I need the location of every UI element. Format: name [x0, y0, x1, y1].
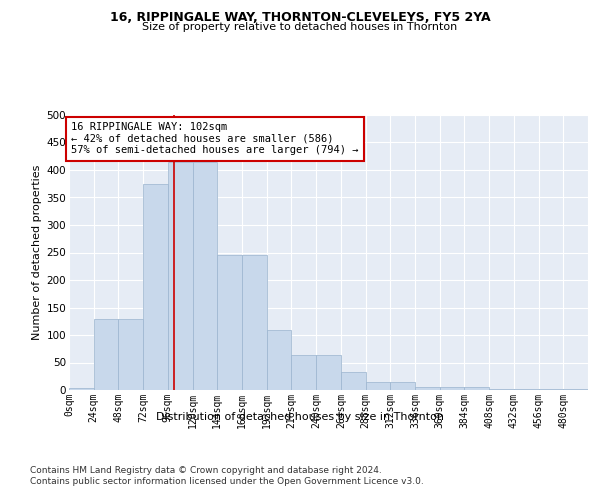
Bar	[341, 372, 365, 390]
Bar	[440, 387, 464, 390]
Text: Size of property relative to detached houses in Thornton: Size of property relative to detached ho…	[142, 22, 458, 32]
Bar	[267, 330, 292, 390]
Bar	[316, 356, 341, 390]
Bar	[563, 389, 588, 390]
Bar	[193, 162, 217, 390]
Bar	[94, 318, 118, 390]
Text: 16 RIPPINGALE WAY: 102sqm
← 42% of detached houses are smaller (586)
57% of semi: 16 RIPPINGALE WAY: 102sqm ← 42% of detac…	[71, 122, 359, 156]
Text: Distribution of detached houses by size in Thornton: Distribution of detached houses by size …	[156, 412, 444, 422]
Text: Contains HM Land Registry data © Crown copyright and database right 2024.: Contains HM Land Registry data © Crown c…	[30, 466, 382, 475]
Bar	[168, 162, 193, 390]
Bar	[415, 386, 440, 390]
Bar	[118, 318, 143, 390]
Bar	[390, 382, 415, 390]
Bar	[292, 356, 316, 390]
Bar	[217, 254, 242, 390]
Y-axis label: Number of detached properties: Number of detached properties	[32, 165, 43, 340]
Bar	[69, 388, 94, 390]
Bar	[464, 387, 489, 390]
Text: Contains public sector information licensed under the Open Government Licence v3: Contains public sector information licen…	[30, 478, 424, 486]
Text: 16, RIPPINGALE WAY, THORNTON-CLEVELEYS, FY5 2YA: 16, RIPPINGALE WAY, THORNTON-CLEVELEYS, …	[110, 11, 490, 24]
Bar	[143, 184, 168, 390]
Bar	[242, 254, 267, 390]
Bar	[365, 382, 390, 390]
